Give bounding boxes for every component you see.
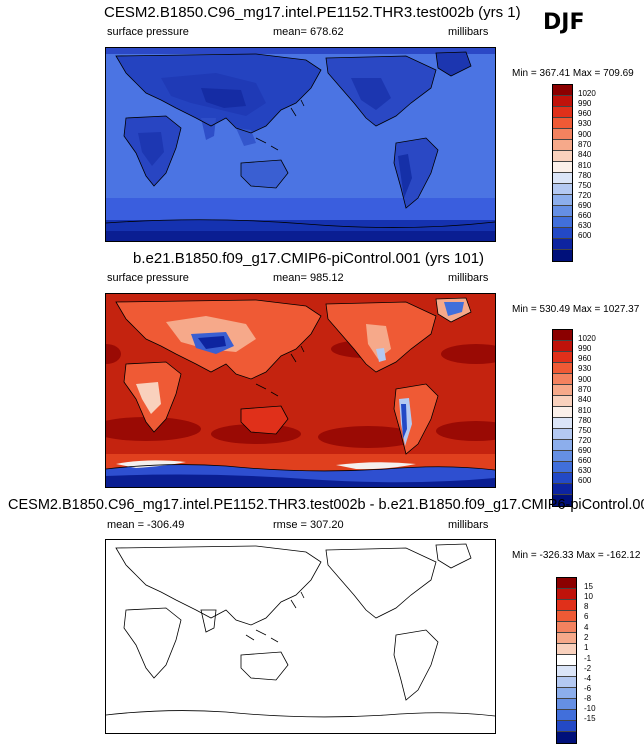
panel1-map — [105, 47, 496, 242]
colorbar-tick-label: 600 — [578, 476, 592, 485]
colorbar-tick-label: 750 — [578, 426, 592, 435]
colorbar-tick-label: 630 — [578, 466, 592, 475]
colorbar-tick-label: 720 — [578, 191, 592, 200]
colorbar-tick-label: 900 — [578, 375, 592, 384]
colorbar-tick-label: 10 — [584, 592, 593, 601]
colorbar-tick-label: 690 — [578, 446, 592, 455]
colorbar-tick-label: 810 — [578, 406, 592, 415]
colorbar-tick-label: 660 — [578, 456, 592, 465]
colorbar-tick-label: 2 — [584, 633, 589, 642]
colorbar-tick-label: 4 — [584, 623, 589, 632]
colorbar-tick-label: 1020 — [578, 89, 596, 98]
colorbar-tick-label: -6 — [584, 684, 592, 693]
colorbar-tick-label: 8 — [584, 602, 589, 611]
colorbar-tick-label: -1 — [584, 654, 592, 663]
panel2-left-label: surface pressure — [107, 272, 189, 284]
colorbar-tick-label: 840 — [578, 395, 592, 404]
colorbar-tick-label: 780 — [578, 416, 592, 425]
panel1-colorbar — [552, 84, 573, 262]
panel2-title: b.e21.B1850.f09_g17.CMIP6-piControl.001 … — [133, 250, 485, 267]
colorbar-tick-label: -4 — [584, 674, 592, 683]
panel2-center-label: mean= 985.12 — [273, 272, 344, 284]
colorbar-tick-label: 6 — [584, 612, 589, 621]
colorbar-tick-label: 960 — [578, 109, 592, 118]
colorbar-tick-label: -10 — [584, 704, 596, 713]
colorbar-tick-label: 750 — [578, 181, 592, 190]
panel3-left-label: mean = -306.49 — [107, 519, 185, 531]
colorbar-tick-label: 870 — [578, 385, 592, 394]
colorbar-tick-label: 660 — [578, 211, 592, 220]
colorbar-tick-label: 810 — [578, 161, 592, 170]
colorbar-tick-label: 900 — [578, 130, 592, 139]
season-label: DJF — [543, 10, 585, 35]
colorbar-tick-label: 600 — [578, 231, 592, 240]
panel3-map — [105, 539, 496, 734]
panel3-minmax: Min = -326.33 Max = -162.12 — [512, 550, 641, 561]
colorbar-tick-label: -15 — [584, 714, 596, 723]
panel1-title: CESM2.B1850.C96_mg17.intel.PE1152.THR3.t… — [104, 4, 521, 21]
colorbar-tick-label: -2 — [584, 664, 592, 673]
colorbar-tick-label: 780 — [578, 171, 592, 180]
colorbar-tick-label: 930 — [578, 119, 592, 128]
panel3-right-label: millibars — [448, 519, 489, 531]
panel2-right-label: millibars — [448, 272, 489, 284]
panel1-minmax: Min = 367.41 Max = 709.69 — [512, 68, 634, 79]
panel1-left-label: surface pressure — [107, 26, 189, 38]
panel1-center-label: mean= 678.62 — [273, 26, 344, 38]
colorbar-tick-label: 15 — [584, 582, 593, 591]
colorbar-tick-label: 1 — [584, 643, 589, 652]
colorbar-tick-label: 870 — [578, 140, 592, 149]
colorbar-tick-label: 840 — [578, 150, 592, 159]
panel1-right-label: millibars — [448, 26, 489, 38]
colorbar-tick-label: 990 — [578, 344, 592, 353]
panel2-colorbar — [552, 329, 573, 507]
colorbar-tick-label: 930 — [578, 364, 592, 373]
panel2-map — [105, 293, 496, 488]
panel3-center-label: rmse = 307.20 — [273, 519, 344, 531]
colorbar-tick-label: 990 — [578, 99, 592, 108]
colorbar-tick-label: -8 — [584, 694, 592, 703]
colorbar-tick-label: 720 — [578, 436, 592, 445]
panel2-minmax: Min = 530.49 Max = 1027.37 — [512, 304, 640, 315]
colorbar-tick-label: 690 — [578, 201, 592, 210]
colorbar-tick-label: 630 — [578, 221, 592, 230]
colorbar-tick-label: 960 — [578, 354, 592, 363]
colorbar-tick-label: 1020 — [578, 334, 596, 343]
panel3-title: CESM2.B1850.C96_mg17.intel.PE1152.THR3.t… — [8, 497, 644, 513]
panel3-colorbar — [556, 577, 577, 744]
